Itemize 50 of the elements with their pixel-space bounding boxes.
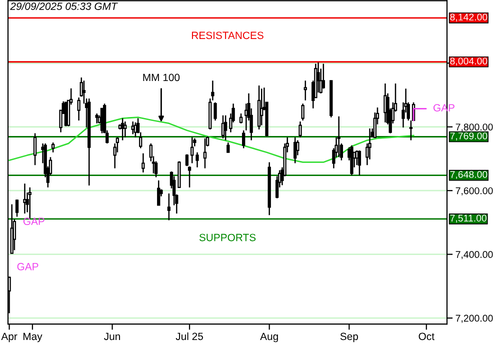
candlestick: [15, 198, 19, 218]
candlestick: [167, 192, 171, 221]
candlestick: [131, 120, 134, 135]
y-tick-label: 7,200.00: [456, 314, 493, 323]
x-tick-label: Aug: [260, 332, 278, 342]
candlestick: [142, 152, 145, 174]
x-tick-label: Jun: [104, 332, 120, 340]
x-tick-label: Sep: [340, 332, 358, 342]
x-tick-label: Oct: [418, 332, 434, 340]
ref-line-label: 8,004.00: [450, 58, 488, 66]
candlestick: [373, 112, 376, 138]
candlestick: [28, 186, 32, 219]
y-tick-label: 7,800.00: [456, 124, 493, 132]
candlestick: [214, 102, 217, 122]
candlestick: [124, 120, 127, 138]
candlestick: [203, 138, 207, 169]
candlestick: [242, 130, 246, 149]
x-tick-label: Jul 25: [176, 332, 203, 340]
ref-line-label: 7,511.00: [450, 214, 487, 223]
candlestick: [260, 88, 264, 126]
ref-line-label: 7,648.00: [450, 171, 488, 180]
candlestick: [304, 80, 307, 102]
y-tick-label: 7,600.00: [456, 187, 493, 196]
ref-line-label: 8,142.00: [450, 14, 488, 22]
annotation: 29/09/2025 05:33 GMT: [10, 2, 118, 10]
annotation: SUPPORTS: [199, 234, 256, 242]
candlestick: [322, 63, 325, 90]
y-tick-label: 7,400.00: [456, 251, 493, 260]
candlestick: [190, 136, 194, 164]
annotation: GAP: [23, 218, 44, 226]
candlestick: [224, 114, 228, 141]
candlestick: [95, 112, 98, 124]
candlestick: [51, 142, 55, 153]
annotation: RESISTANCES: [192, 32, 264, 40]
candlestick: [196, 152, 199, 168]
candlestick: [337, 116, 340, 158]
annotation: GAP: [17, 262, 38, 270]
candlestick: [298, 120, 302, 138]
line-series: [8, 116, 414, 163]
candlestick: [301, 102, 304, 122]
candlestick: [226, 142, 230, 153]
candlestick: [239, 112, 243, 124]
ref-line-label: 7,769.00: [450, 132, 488, 141]
candlestick: [77, 96, 80, 122]
candlestick: [358, 150, 362, 176]
annotation: MM 100: [143, 74, 180, 82]
candlestick: [33, 132, 37, 166]
x-tick-label: May: [23, 332, 42, 342]
x-tick-label: Apr: [1, 332, 18, 342]
candlestick: [157, 180, 160, 206]
